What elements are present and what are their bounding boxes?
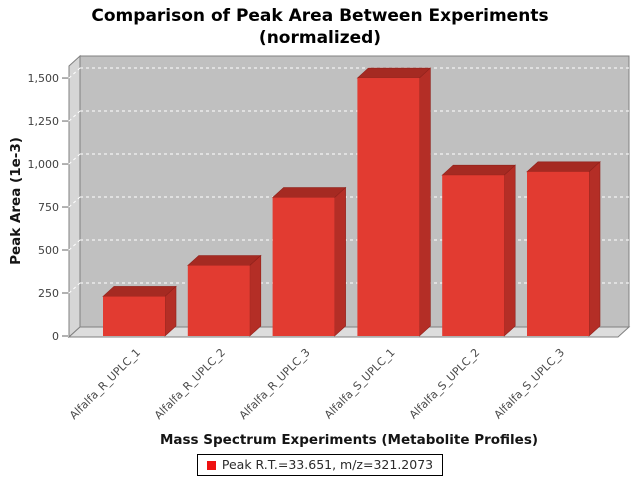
legend: Peak R.T.=33.651, m/z=321.2073 xyxy=(0,454,640,476)
legend-swatch-icon xyxy=(206,461,216,470)
category-label: Alfalfa_R_UPLC_2 xyxy=(152,346,228,422)
bar-side-face xyxy=(334,186,346,337)
gridline-wall-segment xyxy=(68,153,81,165)
category-labels: Alfalfa_R_UPLC_1 Alfalfa_R_UPLC_2 Alfalfa_… xyxy=(67,346,567,422)
bar-front-face xyxy=(357,78,420,337)
y-tick-label: 0 xyxy=(52,330,59,343)
bar xyxy=(187,254,262,337)
category-label: Alfalfa_S_UPLC_3 xyxy=(492,346,568,422)
gridline-wall-segment xyxy=(68,110,81,122)
category-label: Alfalfa_S_UPLC_1 xyxy=(322,346,398,422)
bar xyxy=(441,164,516,337)
y-tick-label: 1,500 xyxy=(28,72,60,85)
gridline-wall-segment xyxy=(68,282,81,294)
bar-front-face xyxy=(527,171,589,336)
gridline-wall-segment xyxy=(68,67,81,79)
bar xyxy=(526,161,601,337)
bar-side-face xyxy=(419,67,431,337)
gridline-wall-segment xyxy=(68,239,81,251)
left-wall xyxy=(68,54,81,339)
bar-front-face xyxy=(103,296,165,336)
legend-box: Peak R.T.=33.651, m/z=321.2073 xyxy=(196,454,444,476)
bar-top-face xyxy=(441,164,516,176)
bar-side-face xyxy=(503,164,516,337)
chart-title-line1: Comparison of Peak Area Between Experime… xyxy=(91,6,549,26)
bar-top-face xyxy=(271,187,347,198)
category-label: Alfalfa_R_UPLC_1 xyxy=(67,346,143,422)
category-label: Alfalfa_R_UPLC_3 xyxy=(237,346,313,422)
bar-top-face xyxy=(102,286,177,297)
bar-front-face xyxy=(187,265,250,336)
bar xyxy=(102,285,177,337)
bar-top-face xyxy=(356,67,432,79)
bar-top-face xyxy=(187,255,262,266)
bar-top-face xyxy=(526,161,601,173)
y-tick-label: 1,250 xyxy=(28,115,60,128)
chart-title-line2: (normalized) xyxy=(258,28,382,48)
bar-side-face xyxy=(249,254,262,337)
y-tick-label: 500 xyxy=(38,244,59,257)
y-tick-label: 250 xyxy=(38,287,59,300)
legend-label: Peak R.T.=33.651, m/z=321.2073 xyxy=(221,457,434,472)
bar-front-face xyxy=(272,197,335,336)
bar xyxy=(271,186,347,337)
y-axis-title: Peak Area (1e-3) xyxy=(8,137,24,265)
plot-area: 0 250 500 750 1,000 1,250 1,500 Alfalfa_R_UPLC… xyxy=(8,54,631,448)
bars-group xyxy=(102,67,601,337)
y-tick-label: 750 xyxy=(38,201,59,214)
gridline-wall-segment xyxy=(68,196,81,208)
y-tick-label: 1,000 xyxy=(28,158,60,171)
bar xyxy=(356,67,432,337)
y-axis-ticks: 0 250 500 750 1,000 1,250 1,500 xyxy=(28,72,68,343)
chart-title: Comparison of Peak Area Between Experime… xyxy=(0,5,640,49)
category-label: Alfalfa_S_UPLC_2 xyxy=(407,346,483,422)
bar-front-face xyxy=(442,175,505,336)
x-axis-title: Mass Spectrum Experiments (Metabolite Pr… xyxy=(160,432,538,448)
bar-side-face xyxy=(588,161,601,337)
